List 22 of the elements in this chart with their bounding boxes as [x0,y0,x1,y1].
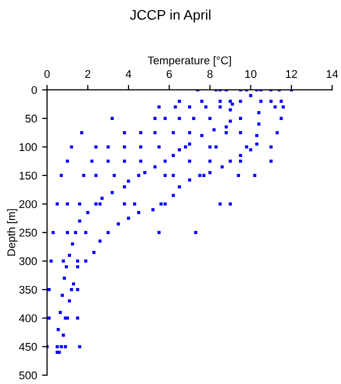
y-tick-label: 100 [20,143,37,152]
y-axis-title: Depth [m] [7,209,18,256]
y-tick-label: 500 [19,371,37,380]
chart-title: JCCP in April [130,10,210,23]
y-tick-label: 350 [19,286,37,294]
y-tick-label: 400 [19,314,37,322]
x-tick-label: 4 [126,70,132,78]
y-tick-label: 200 [19,200,37,208]
x-tick-label: 2 [85,70,90,78]
y-tick-label: 0 [32,86,37,94]
x-axis-title: Temperature [°C] [148,56,231,67]
x-tick-label: 14 [326,70,338,78]
x-tick-label: 12 [286,70,298,78]
x-tick-label: 10 [245,70,256,78]
x-tick-label: 0 [44,70,50,78]
y-tick-label: 450 [19,342,37,351]
y-tick-label: 300 [19,257,37,266]
x-tick-label: 8 [207,70,213,78]
y-tick-label: 250 [19,228,37,237]
x-tick-label: 6 [166,70,172,78]
y-tick-label: 150 [20,172,37,180]
y-tick-label: 50 [25,114,37,123]
